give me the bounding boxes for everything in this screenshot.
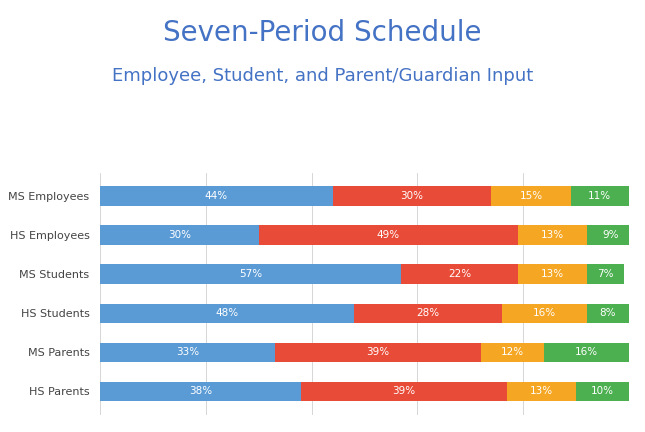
Bar — [571, 187, 629, 206]
Bar — [301, 381, 507, 401]
Text: 33%: 33% — [175, 347, 199, 357]
Text: 11%: 11% — [588, 191, 611, 201]
Bar — [100, 264, 401, 284]
Text: 44%: 44% — [204, 191, 228, 201]
Text: 9%: 9% — [602, 230, 619, 240]
Bar — [481, 343, 544, 362]
Text: 15%: 15% — [519, 191, 542, 201]
Text: 49%: 49% — [377, 230, 400, 240]
Text: 10%: 10% — [591, 386, 614, 396]
Text: 12%: 12% — [501, 347, 524, 357]
Text: 16%: 16% — [533, 308, 556, 318]
Text: 28%: 28% — [416, 308, 439, 318]
Bar — [502, 304, 586, 323]
Bar — [586, 264, 624, 284]
Bar — [576, 381, 629, 401]
Bar — [100, 381, 301, 401]
Text: 8%: 8% — [599, 308, 616, 318]
Bar — [354, 304, 502, 323]
Bar — [507, 381, 576, 401]
Text: 48%: 48% — [215, 308, 239, 318]
Text: 16%: 16% — [575, 347, 598, 357]
Bar — [100, 187, 333, 206]
Bar — [259, 226, 518, 245]
Text: 7%: 7% — [597, 269, 613, 279]
Text: 38%: 38% — [189, 386, 212, 396]
Text: 57%: 57% — [239, 269, 263, 279]
Bar — [586, 226, 634, 245]
Bar — [333, 187, 491, 206]
Text: 39%: 39% — [366, 347, 389, 357]
Text: 30%: 30% — [401, 191, 424, 201]
Bar — [275, 343, 481, 362]
Bar — [518, 264, 586, 284]
Text: 30%: 30% — [168, 230, 191, 240]
Text: 13%: 13% — [541, 230, 564, 240]
Text: 39%: 39% — [393, 386, 415, 396]
Text: Seven-Period Schedule: Seven-Period Schedule — [163, 19, 482, 48]
Text: 22%: 22% — [448, 269, 471, 279]
Bar — [518, 226, 586, 245]
Bar — [401, 264, 518, 284]
Bar — [100, 343, 275, 362]
Text: Employee, Student, and Parent/Guardian Input: Employee, Student, and Parent/Guardian I… — [112, 67, 533, 85]
Bar — [100, 226, 259, 245]
Bar — [586, 304, 629, 323]
Text: 13%: 13% — [541, 269, 564, 279]
Text: 13%: 13% — [530, 386, 553, 396]
Bar — [100, 304, 354, 323]
Bar — [491, 187, 571, 206]
Bar — [544, 343, 629, 362]
